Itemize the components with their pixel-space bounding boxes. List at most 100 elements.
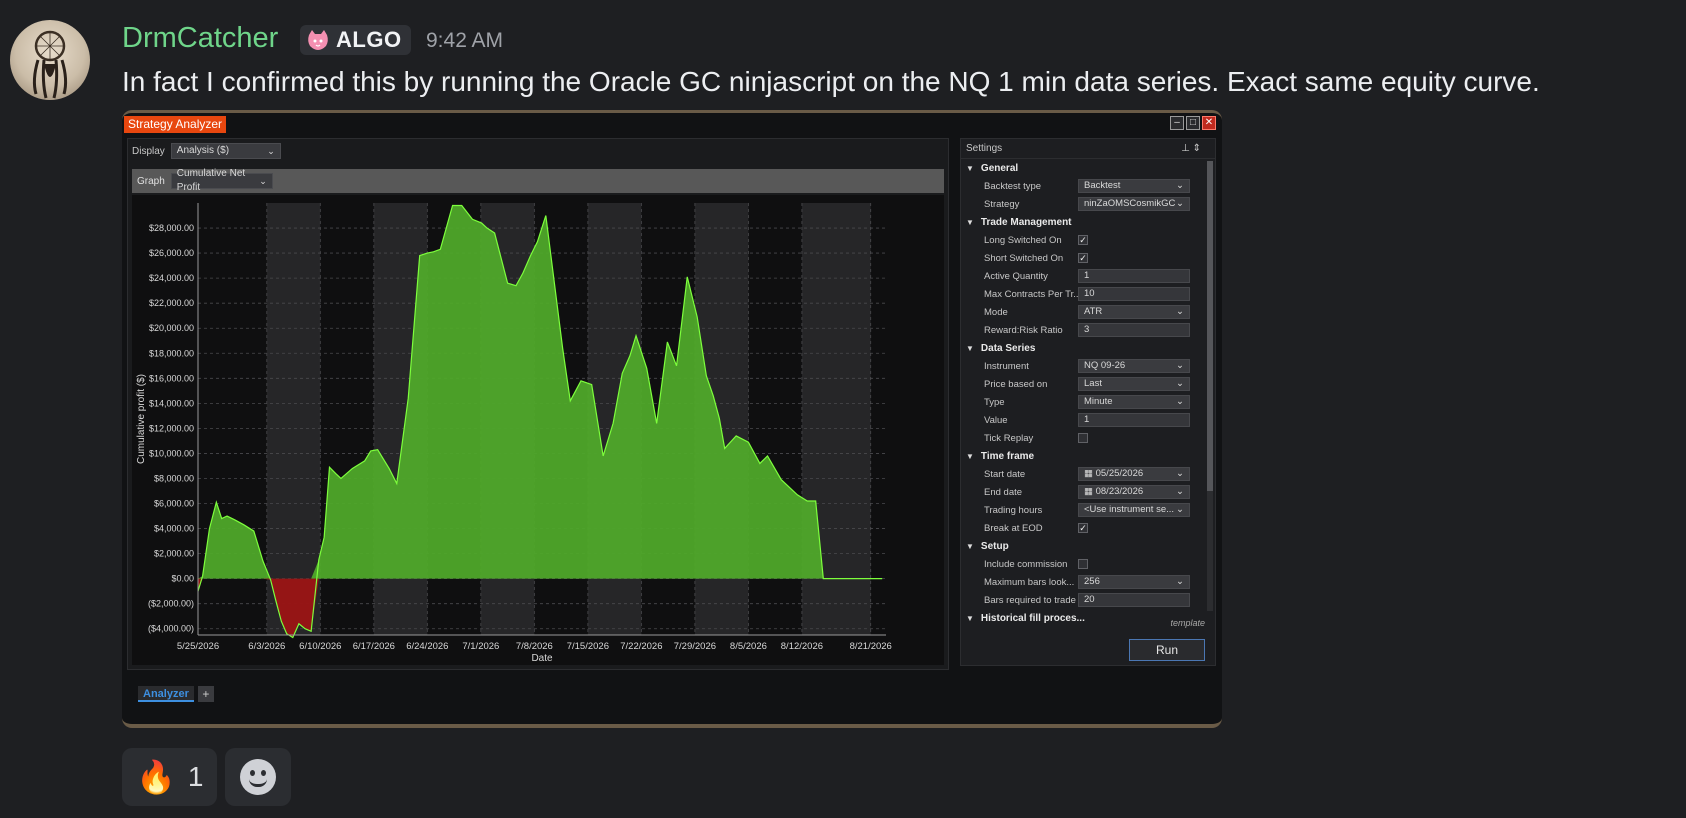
chevron-down-icon: ⌄: [267, 146, 275, 156]
property-checkbox[interactable]: [1078, 559, 1088, 569]
settings-property: Long Switched On ✓: [961, 231, 1215, 249]
user-avatar[interactable]: [10, 20, 90, 100]
property-select[interactable]: ▦ 08/23/2026 ⌄: [1078, 485, 1190, 499]
property-checkbox[interactable]: ✓: [1078, 253, 1088, 263]
graph-bar: Graph Cumulative Net Profit ⌄: [132, 168, 944, 193]
display-select[interactable]: Analysis ($) ⌄: [170, 143, 281, 159]
y-tick-label: $24,000.00: [149, 273, 194, 283]
settings-section[interactable]: ▼ Historical fill proces...: [961, 609, 1215, 627]
settings-section[interactable]: ▼ Data Series: [961, 339, 1215, 357]
settings-section[interactable]: ▼ Time frame: [961, 447, 1215, 465]
property-checkbox[interactable]: [1078, 433, 1088, 443]
chevron-down-icon: ⌄: [1176, 468, 1184, 479]
window-controls: – □ ✕: [1170, 116, 1216, 130]
property-select[interactable]: ninZaOMSCosmikGC ⌄: [1078, 197, 1190, 211]
x-tick-label: 7/15/2026: [567, 641, 609, 652]
close-icon[interactable]: ✕: [1202, 116, 1216, 130]
pink-cat-icon: [308, 30, 328, 50]
graph-select[interactable]: Cumulative Net Profit ⌄: [170, 168, 273, 193]
chevron-down-icon: ⌄: [1176, 396, 1184, 407]
property-select[interactable]: NQ 09-26 ⌄: [1078, 359, 1190, 373]
role-badge[interactable]: ALGO: [300, 25, 411, 55]
property-select[interactable]: ▦ 05/25/2026 ⌄: [1078, 467, 1190, 481]
attached-screenshot[interactable]: Strategy Analyzer – □ ✕ Display Analysis…: [122, 110, 1222, 728]
property-label: Trading hours: [984, 504, 1043, 516]
settings-property: Start date ▦ 05/25/2026 ⌄: [961, 465, 1215, 483]
y-tick-label: $0.00: [171, 574, 194, 584]
x-axis-title: Date: [531, 653, 553, 664]
y-tick-label: $6,000.00: [154, 499, 194, 509]
smiley-icon: [240, 759, 277, 795]
expand-triangle-icon[interactable]: ▼: [966, 541, 974, 551]
message-timestamp: 9:42 AM: [426, 29, 504, 52]
chevron-down-icon: ⌄: [1176, 504, 1184, 515]
add-reaction-button[interactable]: [225, 748, 292, 806]
x-tick-label: 8/12/2026: [781, 641, 823, 652]
add-tab-button[interactable]: +: [197, 686, 214, 702]
property-label: Break at EOD: [984, 522, 1043, 534]
section-title: Data Series: [980, 342, 1036, 354]
property-input[interactable]: 1: [1078, 269, 1190, 283]
y-tick-label: $8,000.00: [154, 473, 194, 483]
expand-triangle-icon[interactable]: ▼: [966, 613, 974, 623]
minimize-icon[interactable]: –: [1170, 116, 1184, 130]
equity-chart[interactable]: ($4,000.00) ($2,000.00) $0.00 $2,000.00 $4,0…: [132, 195, 944, 665]
settings-property: Instrument NQ 09-26 ⌄: [961, 357, 1215, 375]
tab-analyzer[interactable]: Analyzer: [138, 686, 194, 702]
property-select[interactable]: 256 ⌄: [1078, 575, 1190, 589]
x-tick-label: 7/29/2026: [674, 641, 716, 652]
run-button[interactable]: Run: [1129, 639, 1205, 661]
property-select[interactable]: Backtest ⌄: [1078, 179, 1190, 193]
settings-property: Maximum bars look... 256 ⌄: [961, 573, 1215, 591]
property-value: ATR: [1084, 306, 1103, 317]
property-label: Instrument: [984, 360, 1029, 372]
settings-section[interactable]: ▼ General: [961, 159, 1215, 177]
window-title: Strategy Analyzer: [124, 116, 227, 133]
y-tick-label: $4,000.00: [154, 524, 194, 534]
x-tick-label: 6/24/2026: [406, 641, 448, 652]
x-tick-label: 6/10/2026: [299, 641, 341, 652]
property-input[interactable]: 20: [1078, 593, 1190, 607]
pin-icon[interactable]: ⊥ ⇕: [1181, 143, 1201, 154]
display-row: Display Analysis ($) ⌄: [132, 143, 281, 159]
property-label: Max Contracts Per Tr...: [984, 288, 1078, 300]
property-checkbox[interactable]: ✓: [1078, 523, 1088, 533]
property-label: Strategy: [984, 198, 1020, 210]
maximize-icon[interactable]: □: [1186, 116, 1200, 130]
property-label: Mode: [984, 306, 1008, 318]
property-value: Backtest: [1084, 180, 1121, 191]
section-title: Trade Management: [980, 216, 1072, 228]
y-tick-label: ($2,000.00): [148, 599, 194, 609]
property-label: Include commission: [984, 558, 1068, 570]
expand-triangle-icon[interactable]: ▼: [966, 163, 974, 173]
y-tick-label: $26,000.00: [149, 248, 194, 258]
x-tick-label: 7/1/2026: [462, 641, 499, 652]
property-input[interactable]: 10: [1078, 287, 1190, 301]
template-link[interactable]: template: [1170, 618, 1205, 628]
settings-property: Break at EOD ✓: [961, 519, 1215, 537]
expand-triangle-icon[interactable]: ▼: [966, 343, 974, 353]
property-value: ▦ 08/23/2026: [1084, 486, 1144, 497]
property-checkbox[interactable]: ✓: [1078, 235, 1088, 245]
settings-scrollbar[interactable]: [1207, 161, 1213, 611]
property-label: Active Quantity: [984, 270, 1048, 282]
property-input[interactable]: 1: [1078, 413, 1190, 427]
property-label: End date: [984, 486, 1023, 498]
property-select[interactable]: ATR ⌄: [1078, 305, 1190, 319]
settings-section[interactable]: ▼ Setup: [961, 537, 1215, 555]
settings-property: Price based on Last ⌄: [961, 375, 1215, 393]
property-select[interactable]: <Use instrument se... ⌄: [1078, 503, 1190, 517]
scrollbar-thumb[interactable]: [1207, 161, 1213, 491]
settings-property: Reward:Risk Ratio 3: [961, 321, 1215, 339]
expand-triangle-icon[interactable]: ▼: [966, 451, 974, 461]
expand-triangle-icon[interactable]: ▼: [966, 217, 974, 227]
property-input[interactable]: 3: [1078, 323, 1190, 337]
property-select[interactable]: Last ⌄: [1078, 377, 1190, 391]
y-tick-label: $22,000.00: [149, 298, 194, 308]
settings-property: Bars required to trade 20: [961, 591, 1215, 609]
reaction-fire[interactable]: 🔥 1: [122, 748, 218, 806]
username[interactable]: DrmCatcher: [122, 22, 279, 54]
property-label: Short Switched On: [984, 252, 1064, 264]
settings-section[interactable]: ▼ Trade Management: [961, 213, 1215, 231]
property-select[interactable]: Minute ⌄: [1078, 395, 1190, 409]
